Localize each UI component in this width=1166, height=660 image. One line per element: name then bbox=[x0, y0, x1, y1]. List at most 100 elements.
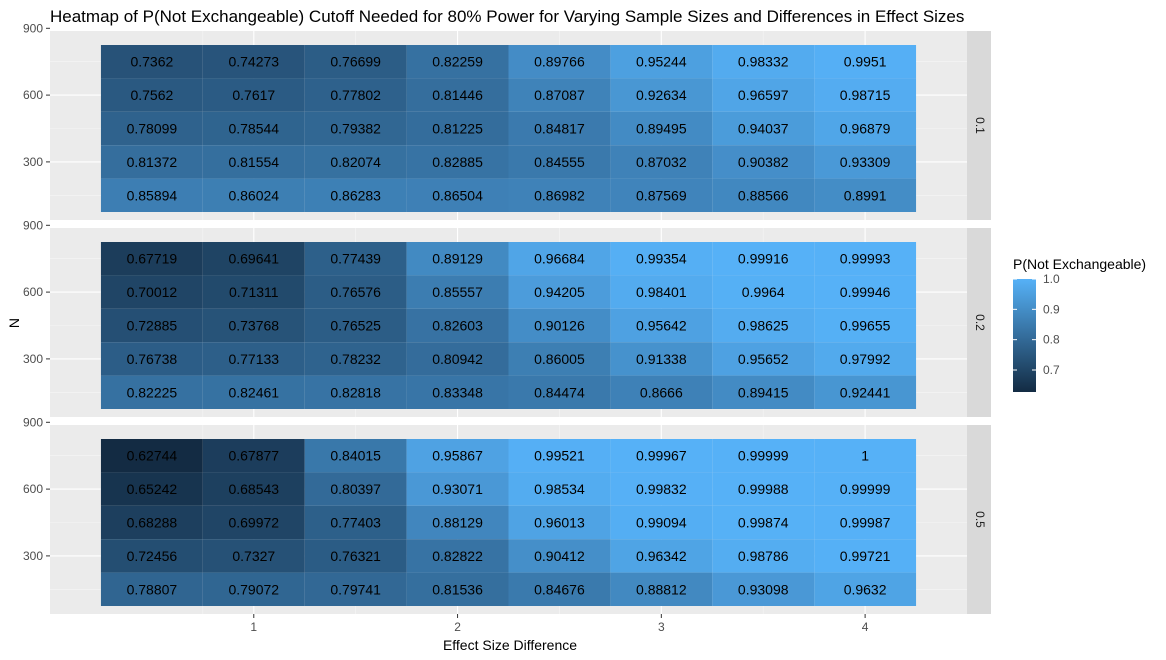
cell-value-label: 0.70012 bbox=[127, 284, 178, 300]
cell-value-label: 0.8666 bbox=[640, 384, 683, 400]
y-tick-label: 900 bbox=[23, 218, 43, 232]
cell-value-label: 0.97992 bbox=[840, 351, 891, 367]
cell-value-label: 0.98625 bbox=[738, 318, 789, 334]
cell-value-label: 0.84817 bbox=[534, 121, 585, 137]
cell-value-label: 0.93098 bbox=[738, 581, 789, 597]
cell-value-label: 0.99987 bbox=[840, 515, 891, 531]
cell-value-label: 0.96597 bbox=[738, 87, 789, 103]
legend-title: P(Not Exchangeable) bbox=[1013, 256, 1146, 272]
facet-strip-label: 0.1 bbox=[973, 117, 987, 134]
y-tick-label: 600 bbox=[23, 88, 43, 102]
cell-value-label: 0.81446 bbox=[432, 87, 483, 103]
cell-value-label: 0.92634 bbox=[636, 87, 687, 103]
cell-value-label: 0.98715 bbox=[840, 87, 891, 103]
cell-value-label: 0.96342 bbox=[636, 548, 687, 564]
cell-value-label: 0.99874 bbox=[738, 515, 789, 531]
cell-value-label: 0.77439 bbox=[330, 251, 381, 267]
cell-value-label: 0.67719 bbox=[127, 251, 178, 267]
cell-value-label: 0.79382 bbox=[330, 121, 381, 137]
cell-value-label: 0.76525 bbox=[330, 318, 381, 334]
cell-value-label: 0.94037 bbox=[738, 121, 789, 137]
cell-value-label: 0.87087 bbox=[534, 87, 585, 103]
cell-value-label: 0.76738 bbox=[127, 351, 178, 367]
cell-value-label: 0.99999 bbox=[840, 481, 891, 497]
cell-value-label: 0.9632 bbox=[844, 581, 887, 597]
cell-value-label: 0.93071 bbox=[432, 481, 483, 497]
legend-tick-label: 0.8 bbox=[1043, 333, 1060, 347]
cell-value-label: 0.92441 bbox=[840, 384, 891, 400]
cell-value-label: 0.79741 bbox=[330, 581, 381, 597]
cell-value-label: 0.79072 bbox=[228, 581, 279, 597]
cell-value-label: 0.71311 bbox=[229, 284, 279, 300]
cell-value-label: 0.7362 bbox=[130, 54, 173, 70]
cell-value-label: 0.88129 bbox=[432, 515, 483, 531]
cell-value-label: 0.82259 bbox=[432, 54, 483, 70]
cell-value-label: 0.99999 bbox=[738, 448, 789, 464]
cell-value-label: 0.9964 bbox=[742, 284, 785, 300]
cell-value-label: 0.83348 bbox=[432, 384, 483, 400]
y-tick-label: 900 bbox=[23, 21, 43, 35]
x-tick-label: 3 bbox=[658, 620, 665, 634]
cell-value-label: 0.82885 bbox=[432, 154, 483, 170]
cell-value-label: 0.73768 bbox=[228, 318, 279, 334]
legend-tick-label: 0.9 bbox=[1043, 302, 1060, 316]
cell-value-label: 0.90412 bbox=[534, 548, 585, 564]
cell-value-label: 0.8991 bbox=[844, 187, 887, 203]
cell-value-label: 0.99967 bbox=[636, 448, 687, 464]
cell-value-label: 0.99993 bbox=[840, 251, 891, 267]
cell-value-label: 0.94205 bbox=[534, 284, 585, 300]
facet-strip-label: 0.5 bbox=[973, 511, 987, 528]
cell-value-label: 0.77403 bbox=[330, 515, 381, 531]
cell-value-label: 0.7562 bbox=[130, 87, 173, 103]
cell-value-label: 0.87569 bbox=[636, 187, 687, 203]
facet-panel-0.1: 0.7362 0.74273 0.76699 0.82259 0.89766 0.9524… bbox=[23, 21, 991, 220]
cell-value-label: 0.89129 bbox=[432, 251, 483, 267]
chart-title: Heatmap of P(Not Exchangeable) Cutoff Ne… bbox=[50, 7, 964, 26]
cell-value-label: 0.82461 bbox=[228, 384, 279, 400]
color-legend: P(Not Exchangeable)0.70.80.91.0 bbox=[1013, 256, 1146, 392]
cell-value-label: 0.80942 bbox=[432, 351, 483, 367]
cell-value-label: 0.78544 bbox=[228, 121, 279, 137]
cell-value-label: 0.84676 bbox=[534, 581, 585, 597]
cell-value-label: 0.89495 bbox=[636, 121, 687, 137]
cell-value-label: 0.68543 bbox=[228, 481, 279, 497]
cell-value-label: 0.84555 bbox=[534, 154, 585, 170]
x-tick-label: 2 bbox=[454, 620, 461, 634]
cell-value-label: 0.90126 bbox=[534, 318, 585, 334]
legend-tick-label: 0.7 bbox=[1043, 363, 1060, 377]
cell-value-label: 0.87032 bbox=[636, 154, 687, 170]
cell-value-label: 0.85557 bbox=[432, 284, 483, 300]
cell-value-label: 0.86504 bbox=[432, 187, 483, 203]
cell-value-label: 0.86283 bbox=[330, 187, 381, 203]
cell-value-label: 0.76699 bbox=[330, 54, 381, 70]
cell-value-label: 0.93309 bbox=[840, 154, 891, 170]
cell-value-label: 0.98786 bbox=[738, 548, 789, 564]
cell-value-label: 0.84015 bbox=[330, 448, 381, 464]
cell-value-label: 0.99354 bbox=[636, 251, 687, 267]
cell-value-label: 0.89766 bbox=[534, 54, 585, 70]
y-tick-label: 300 bbox=[23, 549, 43, 563]
cell-value-label: 0.95642 bbox=[636, 318, 687, 334]
y-tick-label: 300 bbox=[23, 352, 43, 366]
cell-value-label: 0.76576 bbox=[330, 284, 381, 300]
cell-value-label: 0.67877 bbox=[228, 448, 279, 464]
facet-panel-0.2: 0.67719 0.69641 0.77439 0.89129 0.96684 0.993… bbox=[23, 218, 991, 417]
cell-value-label: 0.88566 bbox=[738, 187, 789, 203]
cell-value-label: 0.86005 bbox=[534, 351, 585, 367]
cell-value-label: 1 bbox=[861, 448, 869, 464]
cell-value-label: 0.72885 bbox=[127, 318, 178, 334]
cell-value-label: 0.76321 bbox=[330, 548, 381, 564]
cell-value-label: 0.81372 bbox=[127, 154, 178, 170]
cell-value-label: 0.99521 bbox=[534, 448, 585, 464]
facet-panels: 0.7362 0.74273 0.76699 0.82259 0.89766 0.9524… bbox=[23, 21, 991, 634]
cell-value-label: 0.82603 bbox=[432, 318, 483, 334]
cell-value-label: 0.96013 bbox=[534, 515, 585, 531]
y-tick-label: 600 bbox=[23, 285, 43, 299]
cell-value-label: 0.95244 bbox=[636, 54, 687, 70]
cell-value-label: 0.82822 bbox=[432, 548, 483, 564]
cell-value-label: 0.98332 bbox=[738, 54, 789, 70]
cell-value-label: 0.7327 bbox=[232, 548, 275, 564]
cell-value-label: 0.99916 bbox=[738, 251, 789, 267]
cell-value-label: 0.96684 bbox=[534, 251, 585, 267]
